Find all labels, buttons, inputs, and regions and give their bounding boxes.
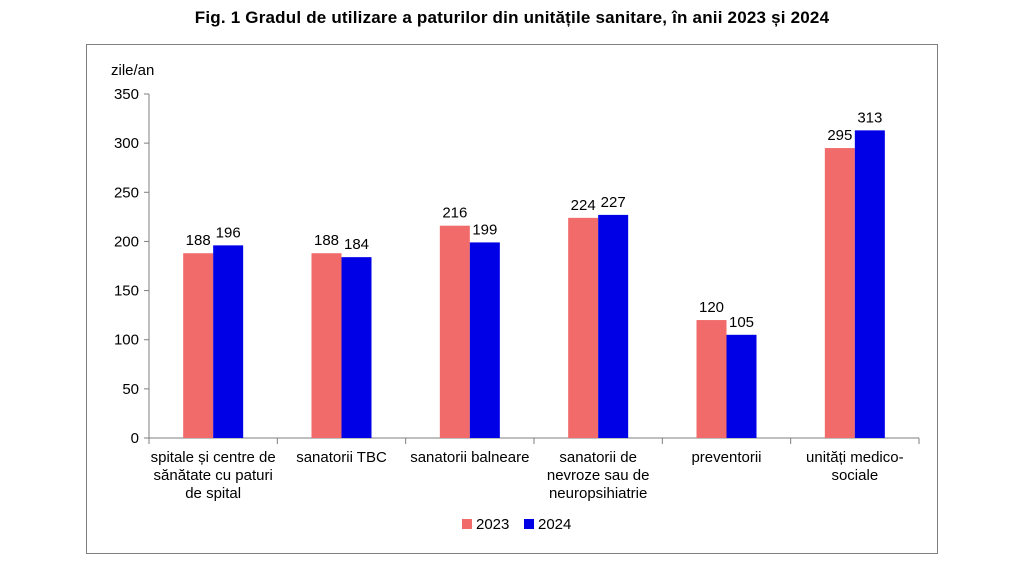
data-label: 216 — [442, 205, 467, 222]
bar-2024 — [854, 130, 885, 438]
y-tick-label: 250 — [114, 184, 139, 201]
x-tick-label: preventorii — [691, 449, 761, 466]
bar-2024 — [469, 242, 500, 438]
bar-2024 — [598, 214, 629, 438]
bar-2023 — [568, 217, 599, 438]
data-label: 295 — [827, 127, 852, 144]
y-tick-label: 300 — [114, 135, 139, 152]
bar-2024 — [213, 245, 244, 438]
x-tick-label: de spital — [185, 485, 241, 502]
bar-2024 — [341, 257, 372, 438]
bar-2023 — [696, 320, 727, 438]
bar-2024 — [726, 334, 757, 438]
y-axis-label: zile/an — [111, 62, 154, 79]
x-tick-label: sanatorii balneare — [410, 449, 529, 466]
legend-label: 2024 — [538, 516, 571, 533]
y-tick-label: 100 — [114, 332, 139, 349]
x-tick-label: sociale — [831, 467, 878, 484]
x-tick-label: unități medico- — [806, 449, 904, 466]
x-tick-label: sanatorii TBC — [296, 449, 387, 466]
x-tick-label: neuropsihiatrie — [549, 485, 647, 502]
legend-label: 2023 — [476, 516, 509, 533]
data-label: 105 — [729, 314, 754, 331]
data-label: 120 — [699, 299, 724, 316]
legend-swatch-2023 — [462, 519, 472, 529]
legend-swatch-2024 — [524, 519, 534, 529]
y-tick-label: 150 — [114, 283, 139, 300]
bar-chart: zile/an 0 50 100 150 200 250 300 350 188 196 spital… — [111, 62, 920, 533]
y-tick-label: 0 — [131, 430, 139, 447]
data-label: 313 — [857, 109, 882, 126]
bar-2023 — [824, 148, 855, 439]
y-tick-label: 350 — [114, 86, 139, 103]
chart-frame: zile/an 0 50 100 150 200 250 300 350 188 196 spital… — [86, 44, 938, 554]
x-tick-label: sănătate cu paturi — [154, 467, 273, 484]
data-label: 227 — [601, 194, 626, 211]
data-label: 224 — [571, 197, 596, 214]
data-label: 196 — [216, 224, 241, 241]
x-tick-label: nevroze sau de — [547, 467, 650, 484]
y-tick-label: 50 — [122, 381, 139, 398]
data-label: 188 — [314, 232, 339, 249]
data-label: 199 — [472, 221, 497, 238]
bar-2023 — [311, 253, 342, 438]
data-label: 188 — [186, 232, 211, 249]
bar-2023 — [439, 225, 470, 438]
x-tick-label: spitale și centre de — [151, 449, 276, 466]
x-tick-label: sanatorii de — [559, 449, 637, 466]
chart-title: Fig. 1 Gradul de utilizare a paturilor d… — [194, 8, 830, 27]
y-tick-label: 200 — [114, 233, 139, 250]
bar-2023 — [183, 253, 214, 438]
data-label: 184 — [344, 236, 369, 253]
